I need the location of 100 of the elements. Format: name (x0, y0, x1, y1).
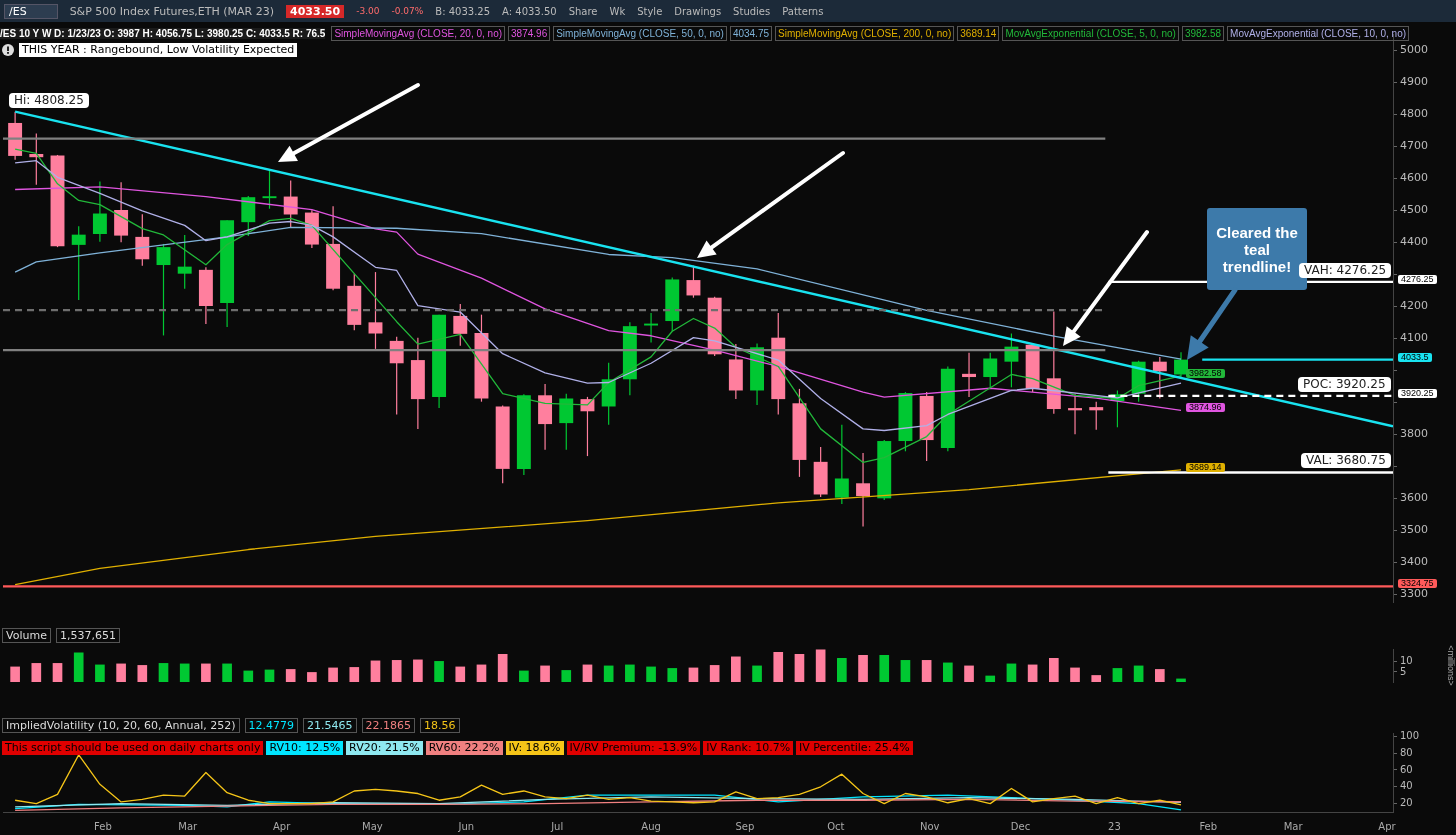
candlestick (92, 180, 107, 243)
y-tick-label: 4700 (1400, 139, 1428, 153)
chart-title: ImpliedVolatility (10, 20, 60, Annual, 252) (2, 718, 240, 733)
bar (476, 664, 487, 682)
candlestick (856, 452, 871, 528)
bar (1070, 667, 1080, 682)
data-label: 4276.25 (1398, 273, 1437, 284)
x-tick-label: Apr (1378, 820, 1397, 832)
candlestick (177, 234, 192, 290)
bar (349, 667, 360, 682)
x-tick-label: Feb (94, 820, 112, 832)
x-tick-label: May (362, 820, 383, 832)
bar (582, 664, 593, 682)
bar (285, 669, 296, 682)
bar (264, 669, 275, 682)
candlestick (1068, 393, 1082, 435)
bar (370, 660, 381, 682)
text: B: 4033.25 (435, 5, 491, 17)
bar (709, 665, 720, 682)
y-tick-label: 4900 (1400, 75, 1428, 89)
bar (222, 663, 232, 682)
annotation: 3874.96 (508, 26, 551, 41)
candlestick (644, 312, 659, 344)
text: 18.56 (420, 718, 460, 733)
bar (879, 655, 890, 682)
candlestick (1174, 351, 1188, 378)
annotation: POC: 3920.25 (1298, 376, 1391, 392)
x-tick-label: Jul (550, 820, 564, 832)
bar (1027, 664, 1038, 682)
bar (815, 649, 826, 682)
candlestick (1152, 356, 1167, 400)
bar (603, 665, 614, 682)
bar (455, 666, 466, 682)
bar (900, 660, 911, 682)
bar (752, 665, 762, 682)
bar (837, 658, 847, 682)
text: Share (568, 5, 598, 17)
text: MovAvgExponential (CLOSE, 10, 0, no) (1227, 26, 1410, 41)
bar (52, 663, 63, 682)
annotation: This script should be used on daily charts only (2, 741, 264, 755)
chart-title: Volume (2, 628, 51, 643)
y-tick-label: 20 (1400, 797, 1413, 809)
text: Patterns (782, 5, 824, 17)
x-tick-label: Nov (919, 820, 940, 832)
data-label: 3982.58 (1186, 367, 1225, 378)
bar (773, 651, 784, 682)
bar (1049, 658, 1059, 682)
text: 4033.50 (286, 4, 345, 18)
x-tick-label: Mar (178, 820, 199, 832)
y-tick-label: 10 (1400, 655, 1413, 667)
bar (1154, 669, 1165, 682)
bar (561, 670, 572, 682)
x-tick-label: Sep (735, 820, 755, 832)
x-tick-label: Jun (457, 820, 475, 832)
candlestick (1089, 401, 1104, 431)
bar (667, 668, 678, 682)
annotation: VAL: 3680.75 (1301, 453, 1391, 469)
annotation: IV: 18.6% (505, 741, 564, 755)
text: -3.00 (356, 6, 380, 16)
bar (73, 652, 84, 682)
x-tick-label: Dec (1010, 820, 1031, 832)
bar (1091, 675, 1102, 682)
text: Wk (609, 5, 626, 17)
candlestick (983, 352, 998, 388)
y-tick-label: 100 (1400, 729, 1420, 741)
annotation: IV Rank: 10.7% (703, 741, 794, 755)
y-tick-label: 4800 (1400, 107, 1428, 121)
y-tick-label: 3400 (1400, 555, 1428, 569)
annotation: RV10: 12.5% (266, 741, 344, 755)
bar (858, 655, 868, 682)
bar (497, 654, 508, 682)
candlestick (389, 336, 404, 416)
text: 21.5465 (303, 718, 357, 733)
annotation: IV Percentile: 25.4% (796, 741, 913, 755)
x-tick-label: Oct (827, 820, 845, 832)
x-tick-label: Apr (272, 820, 292, 832)
bar (137, 665, 148, 682)
bar (10, 666, 20, 682)
y-tick-label: 40 (1400, 780, 1413, 792)
bar (179, 663, 190, 682)
bar (964, 665, 974, 682)
candlestick (453, 303, 468, 347)
bar (688, 667, 699, 682)
text: Style (637, 5, 663, 17)
text: SimpleMovingAvg (CLOSE, 200, 0, no) (775, 26, 955, 41)
bar (943, 662, 953, 682)
y-tick-label: 3300 (1400, 587, 1428, 601)
y-tick-label: 4100 (1400, 331, 1428, 345)
annotation: RV20: 21.5% (346, 741, 423, 755)
text: -0.07% (391, 6, 424, 16)
text: SimpleMovingAvg (CLOSE, 20, 0, no) (331, 26, 506, 41)
bar (731, 656, 741, 682)
y-tick-label: 4500 (1400, 203, 1428, 217)
bar (95, 664, 105, 682)
text: /ES (4, 3, 58, 19)
text: MovAvgExponential (CLOSE, 5, 0, no) (1002, 26, 1179, 41)
text: 22.1865 (361, 718, 416, 733)
text: Studies (733, 5, 771, 17)
chart-subtitle: /ES 10 Y W D: 1/23/23 O: 3987 H: 4056.75 L: 3980.25 C: 4033.5 R: 76.5 (0, 28, 326, 39)
candlestick (71, 225, 86, 301)
